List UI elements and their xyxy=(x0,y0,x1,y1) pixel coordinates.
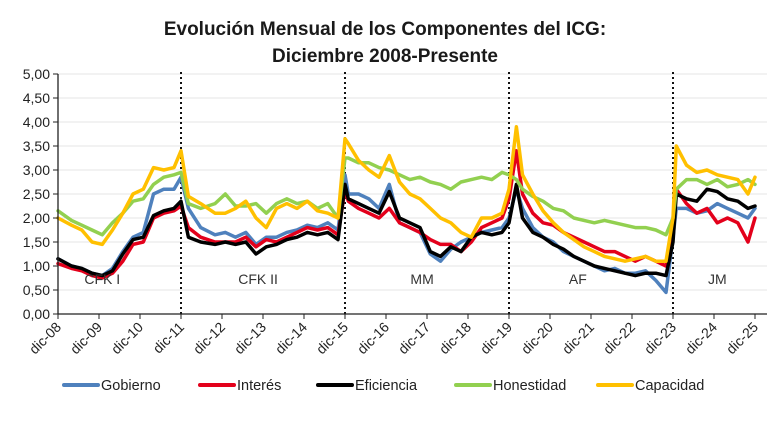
legend-item-eficiencia: Eficiencia xyxy=(316,378,418,394)
series-line-eficiencia xyxy=(56,182,757,278)
chart-subtitle: Diciembre 2008-Presente xyxy=(272,46,498,67)
x-tick-label: dic-25 xyxy=(723,319,761,357)
series-lines xyxy=(56,125,757,295)
legend-item-gobierno: Gobierno xyxy=(62,378,161,394)
y-tick-label: 1,50 xyxy=(23,234,50,250)
x-tick-label: dic-10 xyxy=(108,319,146,357)
y-tick-label: 4,50 xyxy=(23,90,50,106)
series-line-honestidad xyxy=(56,156,757,237)
axes xyxy=(53,73,767,319)
x-tick-label: dic-17 xyxy=(395,319,433,357)
chart-title: Evolución Mensual de los Componentes del… xyxy=(164,19,606,40)
y-tick-label: 0,00 xyxy=(23,306,50,322)
period-label: CFK I xyxy=(84,271,120,287)
x-tick-label: dic-09 xyxy=(67,319,105,357)
series-line-capacidad xyxy=(56,125,757,263)
y-tick-label: 2,50 xyxy=(23,186,50,202)
period-label: CFK II xyxy=(238,271,278,287)
x-tick-label: dic-16 xyxy=(354,319,392,357)
period-label: MM xyxy=(410,271,433,287)
legend-item-honestidad: Honestidad xyxy=(454,378,566,394)
x-tick-label: dic-21 xyxy=(559,319,597,357)
y-tick-label: 0,50 xyxy=(23,282,50,298)
y-tick-label: 5,00 xyxy=(23,66,50,82)
y-tick-label: 4,00 xyxy=(23,114,50,130)
x-tick-label: dic-18 xyxy=(436,319,474,357)
period-labels: CFK I CFK II MM AF JM xyxy=(84,271,726,287)
legend-label: Eficiencia xyxy=(355,378,418,394)
x-tick-label: dic-11 xyxy=(150,319,188,357)
period-label: AF xyxy=(569,271,587,287)
y-tick-labels: 0,00 0,50 1,00 1,50 2,00 2,50 3,00 3,50 4,00 4,50… xyxy=(23,66,50,322)
legend-label: Honestidad xyxy=(493,378,566,394)
x-tick-labels: dic-08 dic-09 dic-10 dic-11 dic-12 dic-13 dic-… xyxy=(26,319,761,357)
x-tick-label: dic-22 xyxy=(600,319,638,357)
y-tick-label: 3,00 xyxy=(23,162,50,178)
x-tick-label: dic-15 xyxy=(313,319,351,357)
y-tick-label: 2,00 xyxy=(23,210,50,226)
x-tick-label: dic-14 xyxy=(272,319,310,357)
x-tick-label: dic-12 xyxy=(190,319,228,357)
x-tick-label: dic-23 xyxy=(641,319,679,357)
x-tick-label: dic-20 xyxy=(518,319,556,357)
legend: Gobierno Interés Eficiencia Honestidad Capac… xyxy=(62,378,704,394)
x-tick-label: dic-19 xyxy=(477,319,515,357)
y-tick-label: 3,50 xyxy=(23,138,50,154)
legend-item-inters: Interés xyxy=(198,378,281,394)
x-tick-label: dic-08 xyxy=(26,319,64,357)
x-tick-label: dic-13 xyxy=(231,319,269,357)
legend-label: Interés xyxy=(237,378,281,394)
period-label: JM xyxy=(708,271,727,287)
gridlines xyxy=(58,73,767,291)
y-tick-label: 1,00 xyxy=(23,258,50,274)
legend-label: Gobierno xyxy=(101,378,161,394)
legend-label: Capacidad xyxy=(635,378,704,394)
legend-item-capacidad: Capacidad xyxy=(596,378,704,394)
x-tick-label: dic-24 xyxy=(682,319,720,357)
